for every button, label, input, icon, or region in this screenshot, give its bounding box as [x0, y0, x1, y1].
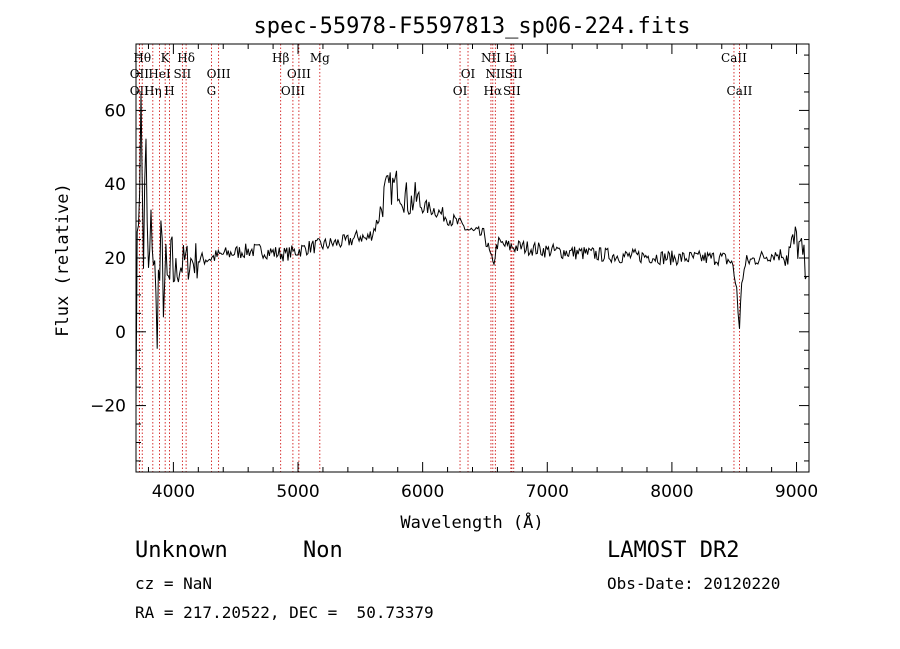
spectral-line-label: SII [174, 67, 192, 81]
coordinates: RA = 217.20522, DEC = 50.73379 [135, 603, 434, 622]
spectral-line-label: H [164, 84, 174, 98]
y-tick-label: 20 [104, 249, 126, 269]
y-tick-label: 40 [104, 175, 126, 195]
x-axis-label: Wavelength (Å) [400, 511, 543, 533]
spectral-line-label: Hθ [133, 51, 151, 65]
x-tick-label: 9000 [775, 482, 818, 502]
spectral-line-label: CaII [727, 84, 753, 98]
x-tick-label: 7000 [526, 482, 569, 502]
x-tick-label: 8000 [650, 482, 693, 502]
spectral-line-label: Hα [484, 84, 503, 98]
redshift-cz: cz = NaN [135, 574, 213, 593]
spectral-line-label: NII [481, 51, 501, 65]
chart-title: spec-55978-F5597813_sp06-224.fits [253, 14, 690, 39]
survey-name: LAMOST DR2 [607, 538, 740, 563]
spectral-line-label: Hβ [272, 51, 289, 65]
spectral-line-label: Hδ [177, 51, 195, 65]
y-tick-label: 60 [104, 101, 126, 121]
spectral-line-label: G [207, 84, 217, 98]
object-subclass: Non [303, 538, 343, 563]
spectral-line-label: K [161, 51, 171, 65]
spectral-line-label: Hη [144, 84, 162, 98]
y-tick-label: −20 [90, 397, 126, 417]
obs-date: Obs-Date: 20120220 [607, 574, 781, 593]
spectral-line-label: OIII [287, 67, 311, 81]
y-axis: −20 0 20 40 60 [90, 54, 809, 462]
spectral-line-label: Li [505, 51, 517, 65]
spectral-line-label: OIII [207, 67, 231, 81]
y-tick-label: 0 [115, 323, 126, 343]
spectral-line-label: OI [461, 67, 476, 81]
spectral-line-label: OI [453, 84, 468, 98]
spectral-line-label: HeI [148, 67, 171, 81]
spectral-line-label: NII [485, 67, 505, 81]
x-tick-label: 4000 [152, 482, 195, 502]
object-class: Unknown [135, 538, 228, 563]
spectral-line-label: OIII [281, 84, 305, 98]
x-tick-label: 5000 [276, 482, 319, 502]
x-axis: 4000 5000 6000 7000 8000 9000 [147, 44, 818, 502]
spectral-line-label: Mg [310, 51, 330, 65]
spectral-line-label: CaII [721, 51, 747, 65]
plot-frame [135, 43, 810, 473]
spectral-lines: OIIHθOIIHηHeIKHSIIHδGOIIIHβOIIIOIIIMgOIO… [130, 44, 753, 472]
spectrum-line [135, 93, 807, 404]
x-tick-label: 6000 [401, 482, 444, 502]
spectrum-series [135, 93, 807, 404]
spectral-line-label: SII [505, 67, 523, 81]
spectral-line-label: SII [503, 84, 521, 98]
y-axis-label: Flux (relative) [53, 183, 73, 337]
